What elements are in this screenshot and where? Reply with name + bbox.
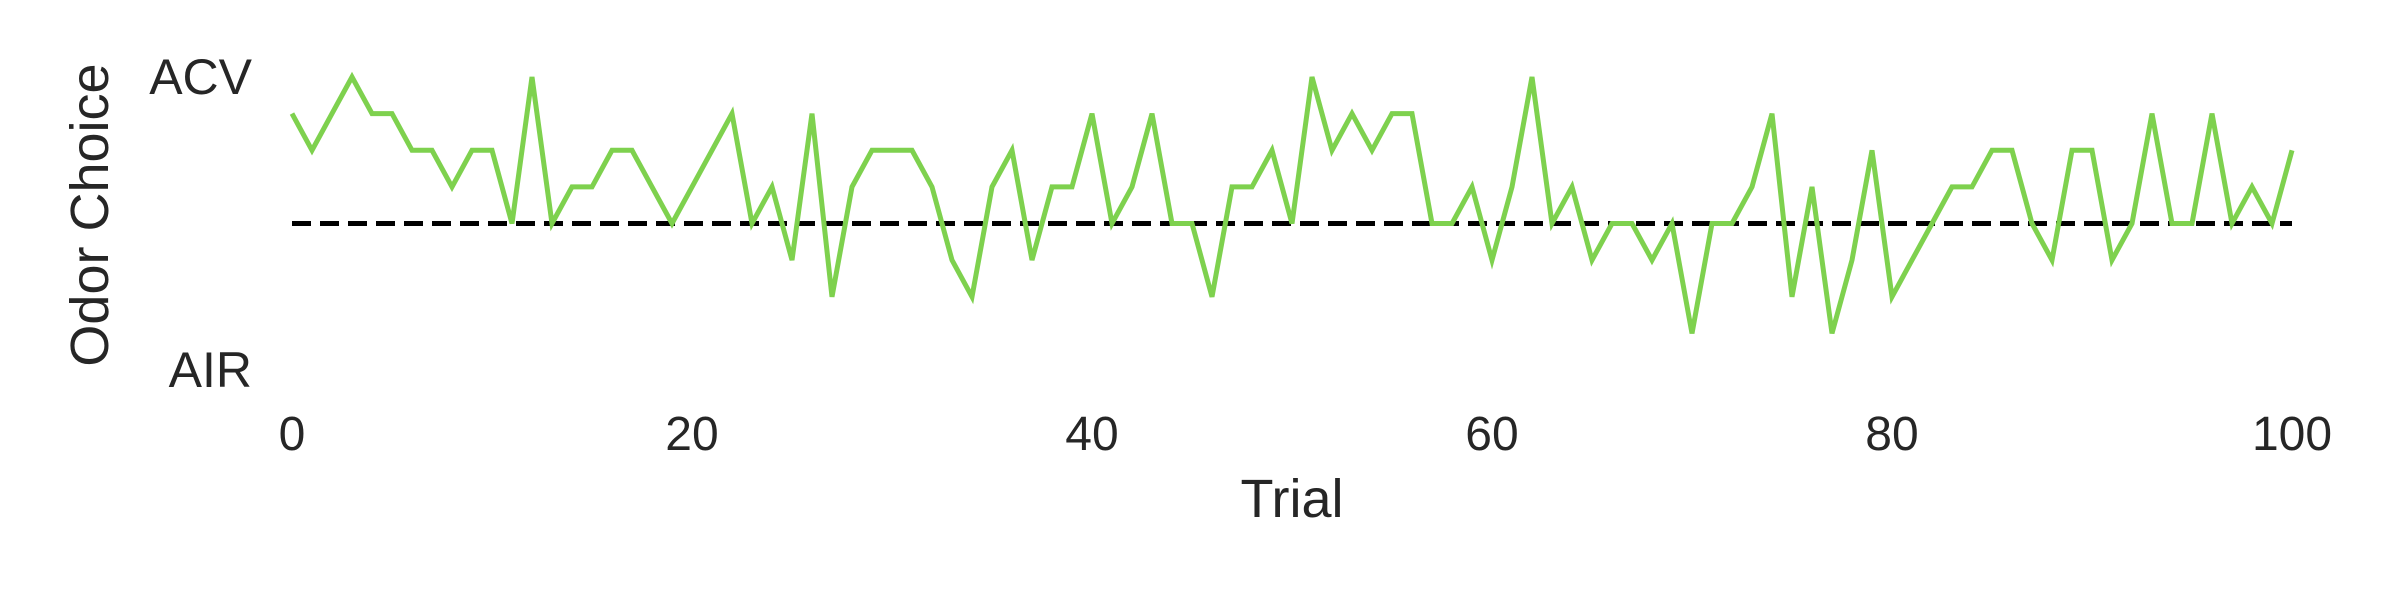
x-tick-label: 100 bbox=[2252, 408, 2332, 461]
x-tick-label: 0 bbox=[279, 408, 306, 461]
y-axis-label: Odor Choice bbox=[60, 63, 120, 366]
x-tick-label: 20 bbox=[665, 408, 718, 461]
x-tick-label: 40 bbox=[1065, 408, 1118, 461]
ticks-layer: 0 20 40 60 80 100 ACV AIR bbox=[149, 49, 2332, 461]
series-line-0 bbox=[289, 71, 2295, 335]
x-tick-label: 60 bbox=[1465, 408, 1518, 461]
x-axis-label: Trial bbox=[1241, 469, 1344, 529]
y-tick-label: AIR bbox=[169, 342, 252, 398]
x-tick-label: 80 bbox=[1865, 408, 1918, 461]
y-tick-label: ACV bbox=[149, 49, 252, 105]
lines-layer bbox=[289, 71, 2295, 335]
